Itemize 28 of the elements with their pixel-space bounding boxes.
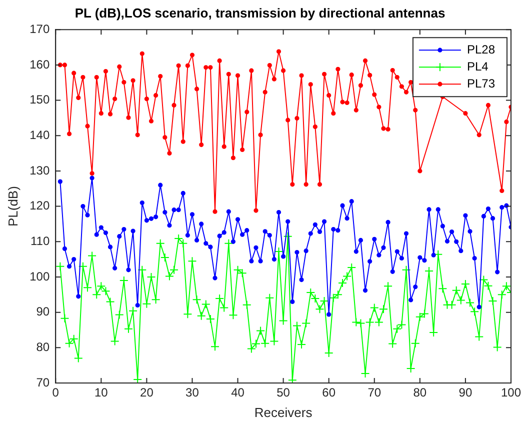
x-tick-label: 100 (500, 386, 522, 400)
x-tick-label: 90 (458, 386, 472, 400)
legend-label: PL4 (466, 59, 489, 74)
x-tick-label: 60 (322, 386, 336, 400)
x-tick-label: 80 (413, 386, 427, 400)
y-tick-label: 170 (30, 22, 50, 36)
y-axis-title: PL(dB) (5, 186, 20, 227)
x-tick-label: 30 (186, 386, 200, 400)
y-tick-label: 140 (30, 128, 50, 142)
x-tick-label: 20 (140, 386, 154, 400)
x-tick-label: 40 (231, 386, 245, 400)
x-tick-label: 50 (276, 386, 290, 400)
y-tick-label: 160 (30, 57, 50, 72)
y-tick-label: 120 (30, 198, 50, 213)
x-axis-title: Receivers (254, 404, 313, 420)
x-tick-label: 0 (52, 386, 60, 400)
x-tick-label: 10 (94, 386, 108, 400)
legend-label: PL73 (466, 76, 496, 90)
y-tick-label: 110 (30, 234, 50, 248)
y-tick-label: 150 (30, 92, 50, 107)
legend-label: PL28 (466, 42, 496, 56)
y-tick-label: 100 (30, 269, 50, 284)
y-tick-label: 80 (36, 340, 50, 354)
y-tick-label: 90 (36, 304, 50, 319)
y-tick-label: 130 (30, 163, 50, 178)
x-tick-label: 70 (368, 386, 382, 400)
y-tick-label: 70 (36, 375, 50, 390)
chart-title: PL (dB),LOS scenario, transmission by directional antennas (74, 5, 446, 20)
